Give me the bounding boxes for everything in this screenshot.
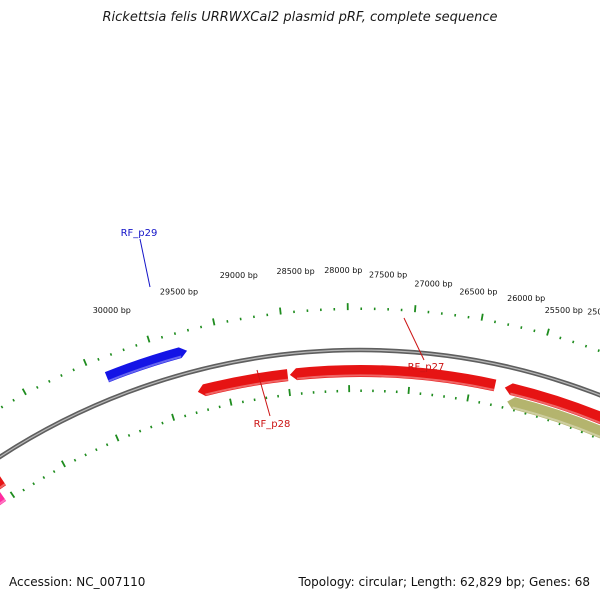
- outer-ruler-minor-tick: [559, 336, 562, 340]
- gene-label-leader: [403, 317, 425, 361]
- inner-ruler-major-tick: [114, 434, 120, 442]
- outer-ruler-major-tick: [212, 318, 216, 326]
- outer-ruler-major-tick: [414, 305, 417, 313]
- ruler-label: 25000 bp: [587, 307, 600, 316]
- ruler-label: 29500 bp: [160, 288, 198, 297]
- gene-label-leader: [139, 238, 151, 288]
- outer-ruler-major-tick: [82, 358, 88, 366]
- gene-rf-p27: [289, 365, 497, 392]
- inner-ruler-minor-tick: [52, 470, 56, 474]
- outer-ruler-minor-tick: [135, 343, 138, 347]
- gene-rf-p28-edge: [205, 378, 289, 396]
- gene-label-leader: [256, 369, 271, 417]
- inner-ruler-minor-tick: [489, 403, 492, 407]
- ruler-label: 28500 bp: [277, 267, 315, 276]
- accession-text: Accession: NC_007110: [9, 575, 146, 589]
- inner-ruler-minor-tick: [501, 405, 504, 409]
- outer-ruler-major-tick: [480, 313, 484, 321]
- ruler-label: 26000 bp: [507, 294, 545, 303]
- outer-ruler-minor-tick: [122, 348, 125, 352]
- outer-ruler-minor-tick: [97, 357, 100, 361]
- inner-ruler-major-tick: [407, 386, 410, 394]
- gene-label: RF_p27: [408, 362, 445, 373]
- outer-ruler-minor-tick: [0, 405, 4, 409]
- gene-left-red: [0, 476, 7, 490]
- ruler-label: 28000 bp: [324, 266, 362, 275]
- ruler-label: 26500 bp: [459, 288, 497, 297]
- inner-ruler-minor-tick: [42, 476, 46, 480]
- outer-ruler-minor-tick: [72, 368, 75, 372]
- outer-ruler-minor-tick: [186, 328, 190, 332]
- inner-ruler-minor-tick: [84, 453, 87, 457]
- gene-rf-p27-edge: [296, 374, 495, 391]
- inner-ruler-major-tick: [466, 394, 470, 402]
- gene-features: [0, 347, 600, 506]
- gene-olive: [507, 397, 600, 439]
- ruler-label: 30000 bp: [93, 306, 131, 315]
- outer-ruler-minor-tick: [199, 325, 203, 329]
- inner-ruler-minor-tick: [105, 443, 109, 447]
- outer-ruler-minor-tick: [109, 353, 113, 356]
- outer-ruler-minor-tick: [12, 398, 15, 402]
- inner-ruler-minor-tick: [218, 405, 221, 409]
- outer-ruler-minor-tick: [48, 379, 51, 383]
- gene-left-red-edge: [0, 483, 6, 489]
- gene-rf-p29-edge: [108, 355, 182, 382]
- inner-ruler-minor-tick: [207, 408, 210, 412]
- outer-ruler-minor-tick: [35, 385, 39, 389]
- gene-label: RF_p28: [254, 419, 291, 430]
- outer-ruler-minor-tick: [597, 349, 600, 353]
- inner-ruler-minor-tick: [22, 488, 25, 492]
- ruler-label: 29000 bp: [220, 271, 258, 280]
- inner-ruler-minor-tick: [161, 421, 164, 425]
- ruler-label: 25500 bp: [545, 306, 583, 315]
- outer-ruler-minor-tick: [572, 340, 575, 344]
- outer-ruler-minor-tick: [173, 332, 177, 336]
- outer-ruler-major-tick: [279, 307, 282, 315]
- inner-ruler-minor-tick: [195, 411, 198, 415]
- outer-ruler-minor-tick: [60, 374, 63, 377]
- gene-olive-edge: [512, 406, 600, 438]
- gene-left-pink-edge: [0, 498, 6, 505]
- inner-ruler-minor-tick: [127, 433, 131, 437]
- backbone-highlight: [0, 349, 600, 458]
- gene-red-edge: [510, 392, 600, 424]
- outer-ruler-major-tick: [546, 328, 550, 336]
- gene-label: RF_p29: [121, 228, 158, 239]
- gene-left-pink: [0, 492, 7, 506]
- inner-ruler-minor-tick: [73, 458, 77, 462]
- plasmid-backbone: [0, 347, 600, 460]
- outer-ruler-major-tick: [21, 388, 27, 396]
- inner-ruler: [9, 385, 595, 499]
- inner-ruler-minor-tick: [32, 482, 36, 486]
- inner-ruler-minor-tick: [138, 429, 142, 433]
- inner-ruler-major-tick: [9, 491, 16, 499]
- gene-labels: RF_p29 RF_p28 RF_p27: [121, 228, 445, 430]
- outer-ruler-minor-tick: [533, 329, 536, 333]
- gene-rf-p28: [197, 369, 289, 397]
- outer-ruler-minor-tick: [160, 335, 164, 339]
- map-title: Rickettsia felis URRWXCal2 plasmid pRF, …: [102, 10, 498, 25]
- inner-ruler-major-tick: [229, 398, 233, 406]
- outer-ruler-major-tick: [146, 335, 151, 343]
- inner-ruler-major-tick: [60, 460, 66, 468]
- ruler-label: 27500 bp: [369, 271, 407, 280]
- gene-rf-p29: [104, 347, 188, 383]
- outer-ruler-minor-tick: [584, 344, 588, 348]
- outer-ruler-minor-tick: [520, 326, 523, 329]
- inner-ruler-major-tick: [171, 413, 176, 421]
- inner-ruler-minor-tick: [150, 425, 153, 429]
- inner-ruler-major-tick: [288, 388, 291, 397]
- topology-summary: Topology: circular; Length: 62,829 bp; G…: [298, 575, 590, 589]
- gene-red: [504, 383, 600, 425]
- ruler-label: 27000 bp: [414, 280, 452, 289]
- outer-ruler: [0, 303, 600, 409]
- inner-ruler-minor-tick: [95, 448, 98, 452]
- inner-ruler-minor-tick: [184, 414, 187, 418]
- outer-ruler-minor-tick: [507, 323, 510, 326]
